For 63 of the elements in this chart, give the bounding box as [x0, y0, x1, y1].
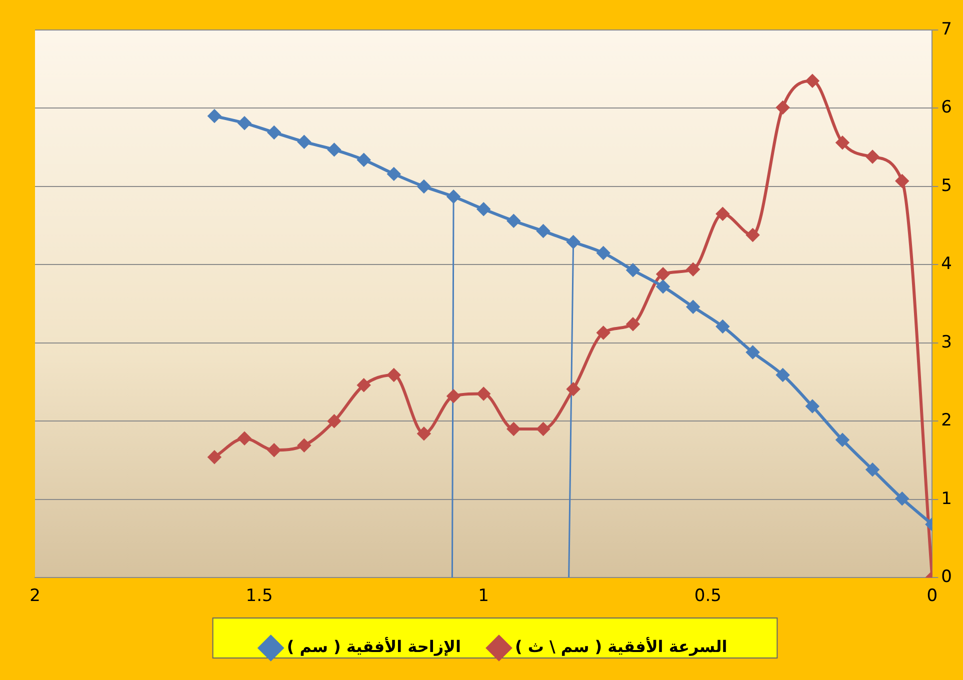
y-tick-label: 7 — [941, 19, 952, 40]
point — [656, 268, 670, 281]
point — [746, 346, 760, 359]
point — [507, 214, 520, 228]
y-tick-label: 4 — [941, 254, 952, 274]
point — [836, 136, 849, 150]
x-tick-label: 1.5 — [246, 586, 273, 606]
point — [447, 190, 460, 204]
legend-label: السرعة الأفقية ( سم \ ث ) — [514, 636, 728, 656]
point — [507, 422, 520, 436]
point — [686, 300, 700, 314]
y-tick-label: 2 — [941, 410, 952, 431]
point — [566, 382, 580, 396]
point — [477, 387, 490, 400]
point — [387, 368, 400, 382]
point — [536, 422, 550, 436]
point — [566, 236, 580, 248]
y-tick-label: 5 — [941, 176, 952, 196]
point — [626, 318, 640, 331]
point — [596, 246, 610, 260]
point — [626, 264, 640, 277]
point — [298, 135, 311, 148]
point — [238, 432, 251, 445]
point — [417, 180, 430, 193]
point — [536, 224, 550, 238]
point — [387, 167, 400, 180]
point — [686, 262, 700, 276]
point — [208, 450, 221, 464]
point — [477, 202, 490, 216]
point — [716, 320, 730, 333]
point — [746, 228, 760, 242]
point — [836, 433, 849, 446]
x-tick-label: 0.5 — [694, 586, 722, 606]
y-tick-label: 0 — [941, 567, 952, 588]
point — [238, 116, 251, 130]
point — [866, 463, 880, 476]
point — [328, 414, 341, 428]
x-tick-label: 1 — [478, 586, 490, 606]
point — [268, 444, 281, 457]
point — [417, 427, 430, 440]
point — [447, 390, 460, 403]
x-tick-label: 2 — [30, 586, 40, 606]
point — [596, 326, 610, 340]
point — [656, 280, 670, 294]
point — [357, 153, 370, 166]
point — [328, 143, 341, 156]
point — [357, 378, 370, 392]
x-tick-label: 0 — [926, 586, 938, 606]
point — [896, 492, 909, 506]
point — [268, 126, 281, 139]
point — [806, 74, 819, 88]
point — [896, 174, 909, 188]
point — [776, 368, 790, 382]
point — [716, 207, 730, 220]
point — [298, 438, 311, 452]
point — [776, 100, 790, 114]
y-tick-label: 6 — [941, 98, 952, 118]
point — [866, 150, 880, 164]
y-tick-label: 3 — [941, 332, 952, 352]
point — [208, 110, 221, 123]
y-tick-label: 1 — [941, 488, 952, 509]
legend-label: الإزاحة الأفقية ( سم ) — [286, 636, 461, 656]
point — [806, 400, 819, 413]
